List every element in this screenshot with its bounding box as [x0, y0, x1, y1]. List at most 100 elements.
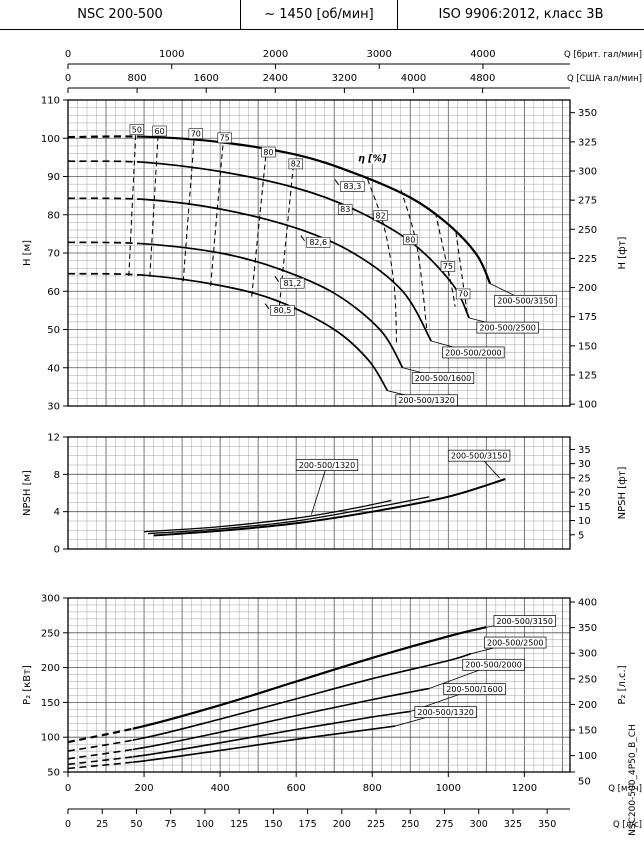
svg-text:82,6: 82,6 — [309, 238, 327, 247]
svg-text:0: 0 — [65, 49, 71, 60]
svg-text:P₂ [л.с.]: P₂ [л.с.] — [617, 665, 628, 704]
svg-text:75: 75 — [220, 134, 230, 143]
svg-text:225: 225 — [578, 254, 597, 265]
svg-text:175: 175 — [299, 819, 317, 830]
svg-text:H [фт]: H [фт] — [617, 236, 628, 269]
pump-model: NSC 200-500 — [77, 7, 163, 22]
svg-text:350: 350 — [578, 623, 597, 634]
svg-text:125: 125 — [578, 371, 597, 382]
svg-text:300: 300 — [578, 649, 597, 660]
svg-text:350: 350 — [578, 108, 597, 119]
svg-text:250: 250 — [578, 674, 597, 685]
svg-text:50: 50 — [578, 777, 591, 788]
flow-axis: 0 800 1600 2400 3200 4000 4800 Q [США гал/мин] — [65, 73, 642, 93]
svg-text:250: 250 — [41, 628, 60, 639]
svg-text:Q [брит. гал/мин]: Q [брит. гал/мин] — [564, 50, 642, 60]
svg-text:1200: 1200 — [512, 783, 537, 794]
chart-npsh: 200-500/1320 200-500/3150 0 4 8 12 5 10 15 20 25 30… — [22, 433, 628, 556]
svg-text:225: 225 — [367, 819, 385, 830]
svg-text:70: 70 — [47, 249, 60, 260]
svg-text:60: 60 — [155, 127, 165, 136]
svg-text:70: 70 — [191, 129, 201, 138]
svg-text:81,2: 81,2 — [283, 279, 301, 288]
svg-text:200-500/2000: 200-500/2000 — [445, 348, 501, 357]
svg-text:H [м]: H [м] — [22, 240, 33, 266]
svg-text:125: 125 — [230, 819, 248, 830]
svg-text:250: 250 — [401, 819, 419, 830]
svg-text:100: 100 — [41, 134, 60, 145]
svg-text:200: 200 — [333, 819, 351, 830]
svg-text:0: 0 — [65, 819, 71, 830]
svg-text:P₂ [кВт]: P₂ [кВт] — [22, 665, 33, 705]
svg-text:80: 80 — [47, 210, 60, 221]
svg-text:200-500/1320: 200-500/1320 — [299, 461, 355, 470]
flow-axis: 0 25 50 75 100 125 150 175 200 225 250 275 300 325 350… — [65, 808, 642, 830]
chart-power: 200-500/3150 200-500/2500 200-500/2000 200-… — [22, 594, 628, 788]
pump-speed: ~ 1450 [об/мин] — [240, 0, 398, 29]
svg-text:82: 82 — [291, 160, 301, 169]
svg-text:50: 50 — [47, 325, 60, 336]
svg-text:400: 400 — [211, 783, 230, 794]
svg-text:175: 175 — [578, 312, 597, 323]
svg-text:1600: 1600 — [193, 73, 218, 84]
svg-text:300: 300 — [41, 594, 60, 605]
svg-text:0: 0 — [54, 545, 60, 556]
svg-text:250: 250 — [578, 225, 597, 236]
svg-text:200: 200 — [578, 700, 597, 711]
svg-text:800: 800 — [128, 73, 147, 84]
svg-text:12: 12 — [47, 433, 60, 444]
svg-text:NPSH [м]: NPSH [м] — [22, 470, 33, 516]
svg-text:4: 4 — [54, 507, 60, 518]
svg-text:90: 90 — [47, 172, 60, 183]
svg-text:4800: 4800 — [470, 73, 495, 84]
svg-text:10: 10 — [578, 516, 591, 527]
svg-text:30: 30 — [578, 459, 591, 470]
svg-text:50: 50 — [130, 819, 142, 830]
svg-text:75: 75 — [165, 819, 177, 830]
svg-text:300: 300 — [578, 166, 597, 177]
svg-text:25: 25 — [96, 819, 108, 830]
svg-text:2400: 2400 — [263, 73, 288, 84]
svg-text:325: 325 — [504, 819, 522, 830]
svg-text:150: 150 — [578, 726, 597, 737]
svg-text:200: 200 — [578, 283, 597, 294]
svg-text:20: 20 — [578, 488, 591, 499]
svg-text:8: 8 — [54, 470, 60, 481]
svg-text:NPSH [фт]: NPSH [фт] — [617, 467, 628, 520]
svg-text:100: 100 — [41, 733, 60, 744]
svg-text:1000: 1000 — [159, 49, 184, 60]
svg-text:Q [м³/ч]: Q [м³/ч] — [608, 784, 642, 794]
svg-text:150: 150 — [578, 341, 597, 352]
svg-text:325: 325 — [578, 137, 597, 148]
svg-text:80: 80 — [405, 235, 415, 244]
svg-text:200-500/1320: 200-500/1320 — [417, 708, 473, 717]
chart-head: 200-500/3150 200-500/2500 200-500/2000 200-… — [22, 96, 628, 413]
svg-text:70: 70 — [458, 290, 468, 299]
svg-text:15: 15 — [578, 502, 591, 513]
svg-text:83: 83 — [340, 205, 350, 214]
svg-text:4000: 4000 — [470, 49, 495, 60]
svg-text:100: 100 — [578, 400, 597, 411]
svg-text:275: 275 — [578, 196, 597, 207]
standard-class: ISO 9906:2012, класс 3В — [438, 7, 604, 22]
svg-text:0: 0 — [65, 783, 71, 794]
svg-text:350: 350 — [538, 819, 556, 830]
flow-axis: 0 200 400 600 800 1000 1200 Q [м³/ч] — [65, 772, 642, 794]
svg-text:100: 100 — [196, 819, 214, 830]
svg-text:50: 50 — [132, 125, 142, 134]
svg-text:40: 40 — [47, 363, 60, 374]
svg-text:5: 5 — [578, 530, 584, 541]
svg-text:200-500/2500: 200-500/2500 — [479, 323, 535, 332]
svg-text:80: 80 — [263, 148, 273, 157]
svg-text:200-500/2500: 200-500/2500 — [487, 638, 543, 647]
title-bar: NSC 200-500 ~ 1450 [об/мин] ISO 9906:201… — [0, 0, 644, 30]
svg-text:200: 200 — [41, 663, 60, 674]
svg-text:30: 30 — [47, 402, 60, 413]
svg-text:200-500/2000: 200-500/2000 — [465, 661, 521, 670]
svg-text:400: 400 — [578, 598, 597, 609]
svg-text:NSC200-500_4P50_B_CH: NSC200-500_4P50_B_CH — [628, 724, 638, 836]
svg-text:200-500/3150: 200-500/3150 — [496, 617, 552, 626]
svg-text:800: 800 — [363, 783, 382, 794]
svg-text:200-500/1320: 200-500/1320 — [398, 396, 454, 405]
